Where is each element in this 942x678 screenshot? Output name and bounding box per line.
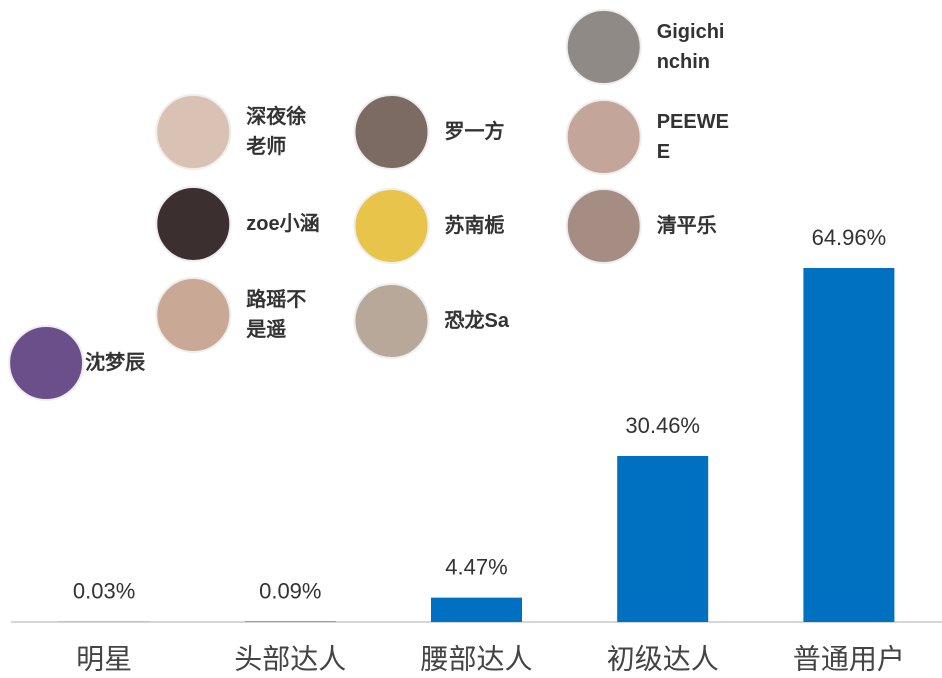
featured-name: 清平乐 <box>656 215 717 237</box>
avatar <box>565 188 642 264</box>
bar <box>803 268 895 622</box>
featured-name: 深夜徐老师 <box>246 106 307 158</box>
value-label: 64.96% <box>812 225 887 250</box>
x-tick-label: 腰部达人 <box>420 643 532 674</box>
bar <box>617 456 709 622</box>
featured-name: Gigichinchin <box>656 21 725 73</box>
avatar <box>565 9 642 85</box>
featured-name: 罗一方 <box>444 121 505 143</box>
avatar <box>155 94 232 170</box>
avatar <box>155 186 232 262</box>
x-tick-label: 初级达人 <box>607 643 719 674</box>
avatar <box>353 94 430 170</box>
x-tick-label: 明星 <box>76 643 132 674</box>
bar <box>431 597 522 622</box>
avatar <box>353 188 430 264</box>
avatar <box>8 325 85 401</box>
value-label: 0.03% <box>73 579 135 604</box>
x-tick-label: 头部达人 <box>234 643 346 674</box>
value-label: 30.46% <box>625 413 700 438</box>
x-tick-label: 普通用户 <box>793 643 905 674</box>
featured-name: 路瑶不是遥 <box>246 289 307 341</box>
featured-name: PEEWEE <box>656 111 729 163</box>
featured-name: 苏南栀 <box>444 215 505 237</box>
value-label: 0.09% <box>259 578 321 603</box>
featured-name: zoe小涵 <box>246 213 320 235</box>
avatar <box>155 277 232 353</box>
featured-name: 沈梦辰 <box>85 352 146 374</box>
avatar <box>565 99 642 175</box>
featured-name: 恐龙Sa <box>444 310 509 332</box>
avatar <box>353 283 430 359</box>
value-label: 4.47% <box>445 554 507 579</box>
